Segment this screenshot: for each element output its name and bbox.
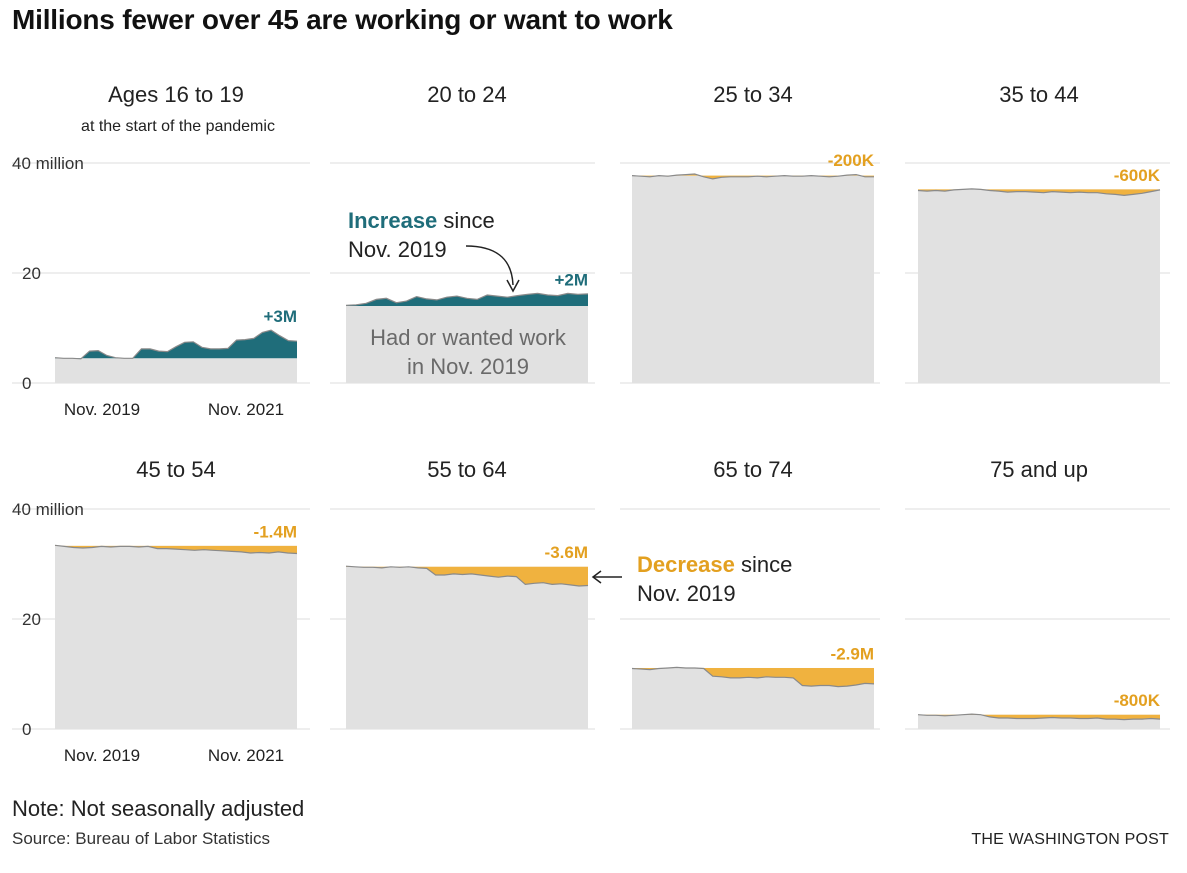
decrease-arrowhead [591,570,602,584]
panel-subtitle: at the start of the pandemic [81,118,275,135]
panel-title-8: 75 and up [990,457,1088,482]
series-line-panel-3 [631,173,874,180]
increase-rest: since [437,208,494,233]
baseline-annotation-line2: in Nov. 2019 [407,354,529,379]
series-line-panel-1 [54,329,298,360]
increase-arrow [465,245,514,286]
decrease-annotation: Decrease since [637,552,792,577]
baseline-area-panel-3 [632,175,874,383]
decrease-word: Decrease [637,552,735,577]
change-area-panel-6 [346,566,588,586]
decrease-annotation-line2: Nov. 2019 [637,581,736,606]
publisher-name: THE WASHINGTON POST [971,831,1169,848]
y-tick-label-20: 20 [22,264,41,283]
panel-title-2: 20 to 24 [427,82,507,107]
baseline-annotation-line1: Had or wanted work [370,325,567,350]
series-line-panel-7 [631,666,875,688]
series-line-panel-4 [917,188,1161,197]
y-tick-label-40: 40 million [12,500,84,519]
chart-note: Note: Not seasonally adjusted [12,796,305,821]
change-label-panel-6: -3.6M [545,543,588,562]
panel-title-3: 25 to 34 [713,82,793,107]
panel-title-1: Ages 16 to 19 [108,82,244,107]
baseline-area-panel-6 [346,566,588,729]
baseline-area-panel-4 [918,189,1160,383]
change-label-panel-3: -200K [828,151,875,170]
increase-annotation-line2: Nov. 2019 [348,237,447,262]
increase-word: Increase [348,208,437,233]
panel-title-6: 55 to 64 [427,457,507,482]
series-line-panel-2 [345,292,589,306]
small-multiples-chart: Ages 16 to 19 +3M 40 million 20 0 Nov. 2019 No… [12,82,1170,765]
change-label-panel-2: +2M [554,270,588,289]
change-area-panel-2 [346,293,588,306]
increase-arrowhead [506,279,520,293]
change-label-panel-4: -600K [1114,166,1161,185]
change-area-panel-1 [55,330,297,359]
chart-title: Millions fewer over 45 are working or wa… [12,4,673,35]
y-tick-label-20: 20 [22,610,41,629]
y-tick-label-0: 0 [22,720,31,739]
chart-source: Source: Bureau of Labor Statistics [12,829,270,848]
panel-title-7: 65 to 74 [713,457,793,482]
increase-annotation: Increase since [348,208,495,233]
series-line-panel-8 [917,713,1161,721]
baseline-area-panel-5 [55,545,297,729]
y-tick-label-40: 40 million [12,154,84,173]
series-line-panel-6 [345,565,589,587]
change-label-panel-1: +3M [263,307,297,326]
panel-title-4: 35 to 44 [999,82,1079,107]
baseline-area-panel-2 [346,306,588,383]
series-line-panel-5 [54,544,298,555]
decrease-rest: since [735,552,792,577]
panel-title-5: 45 to 54 [136,457,216,482]
change-label-panel-8: -800K [1114,691,1161,710]
y-tick-label-0: 0 [22,374,31,393]
x-tick-label-start: Nov. 2019 [64,400,140,419]
baseline-area-panel-1 [55,358,297,383]
x-tick-label-end: Nov. 2021 [208,746,284,765]
change-label-panel-7: -2.9M [831,644,874,663]
x-tick-label-end: Nov. 2021 [208,400,284,419]
change-label-panel-5: -1.4M [254,522,297,541]
x-tick-label-start: Nov. 2019 [64,746,140,765]
